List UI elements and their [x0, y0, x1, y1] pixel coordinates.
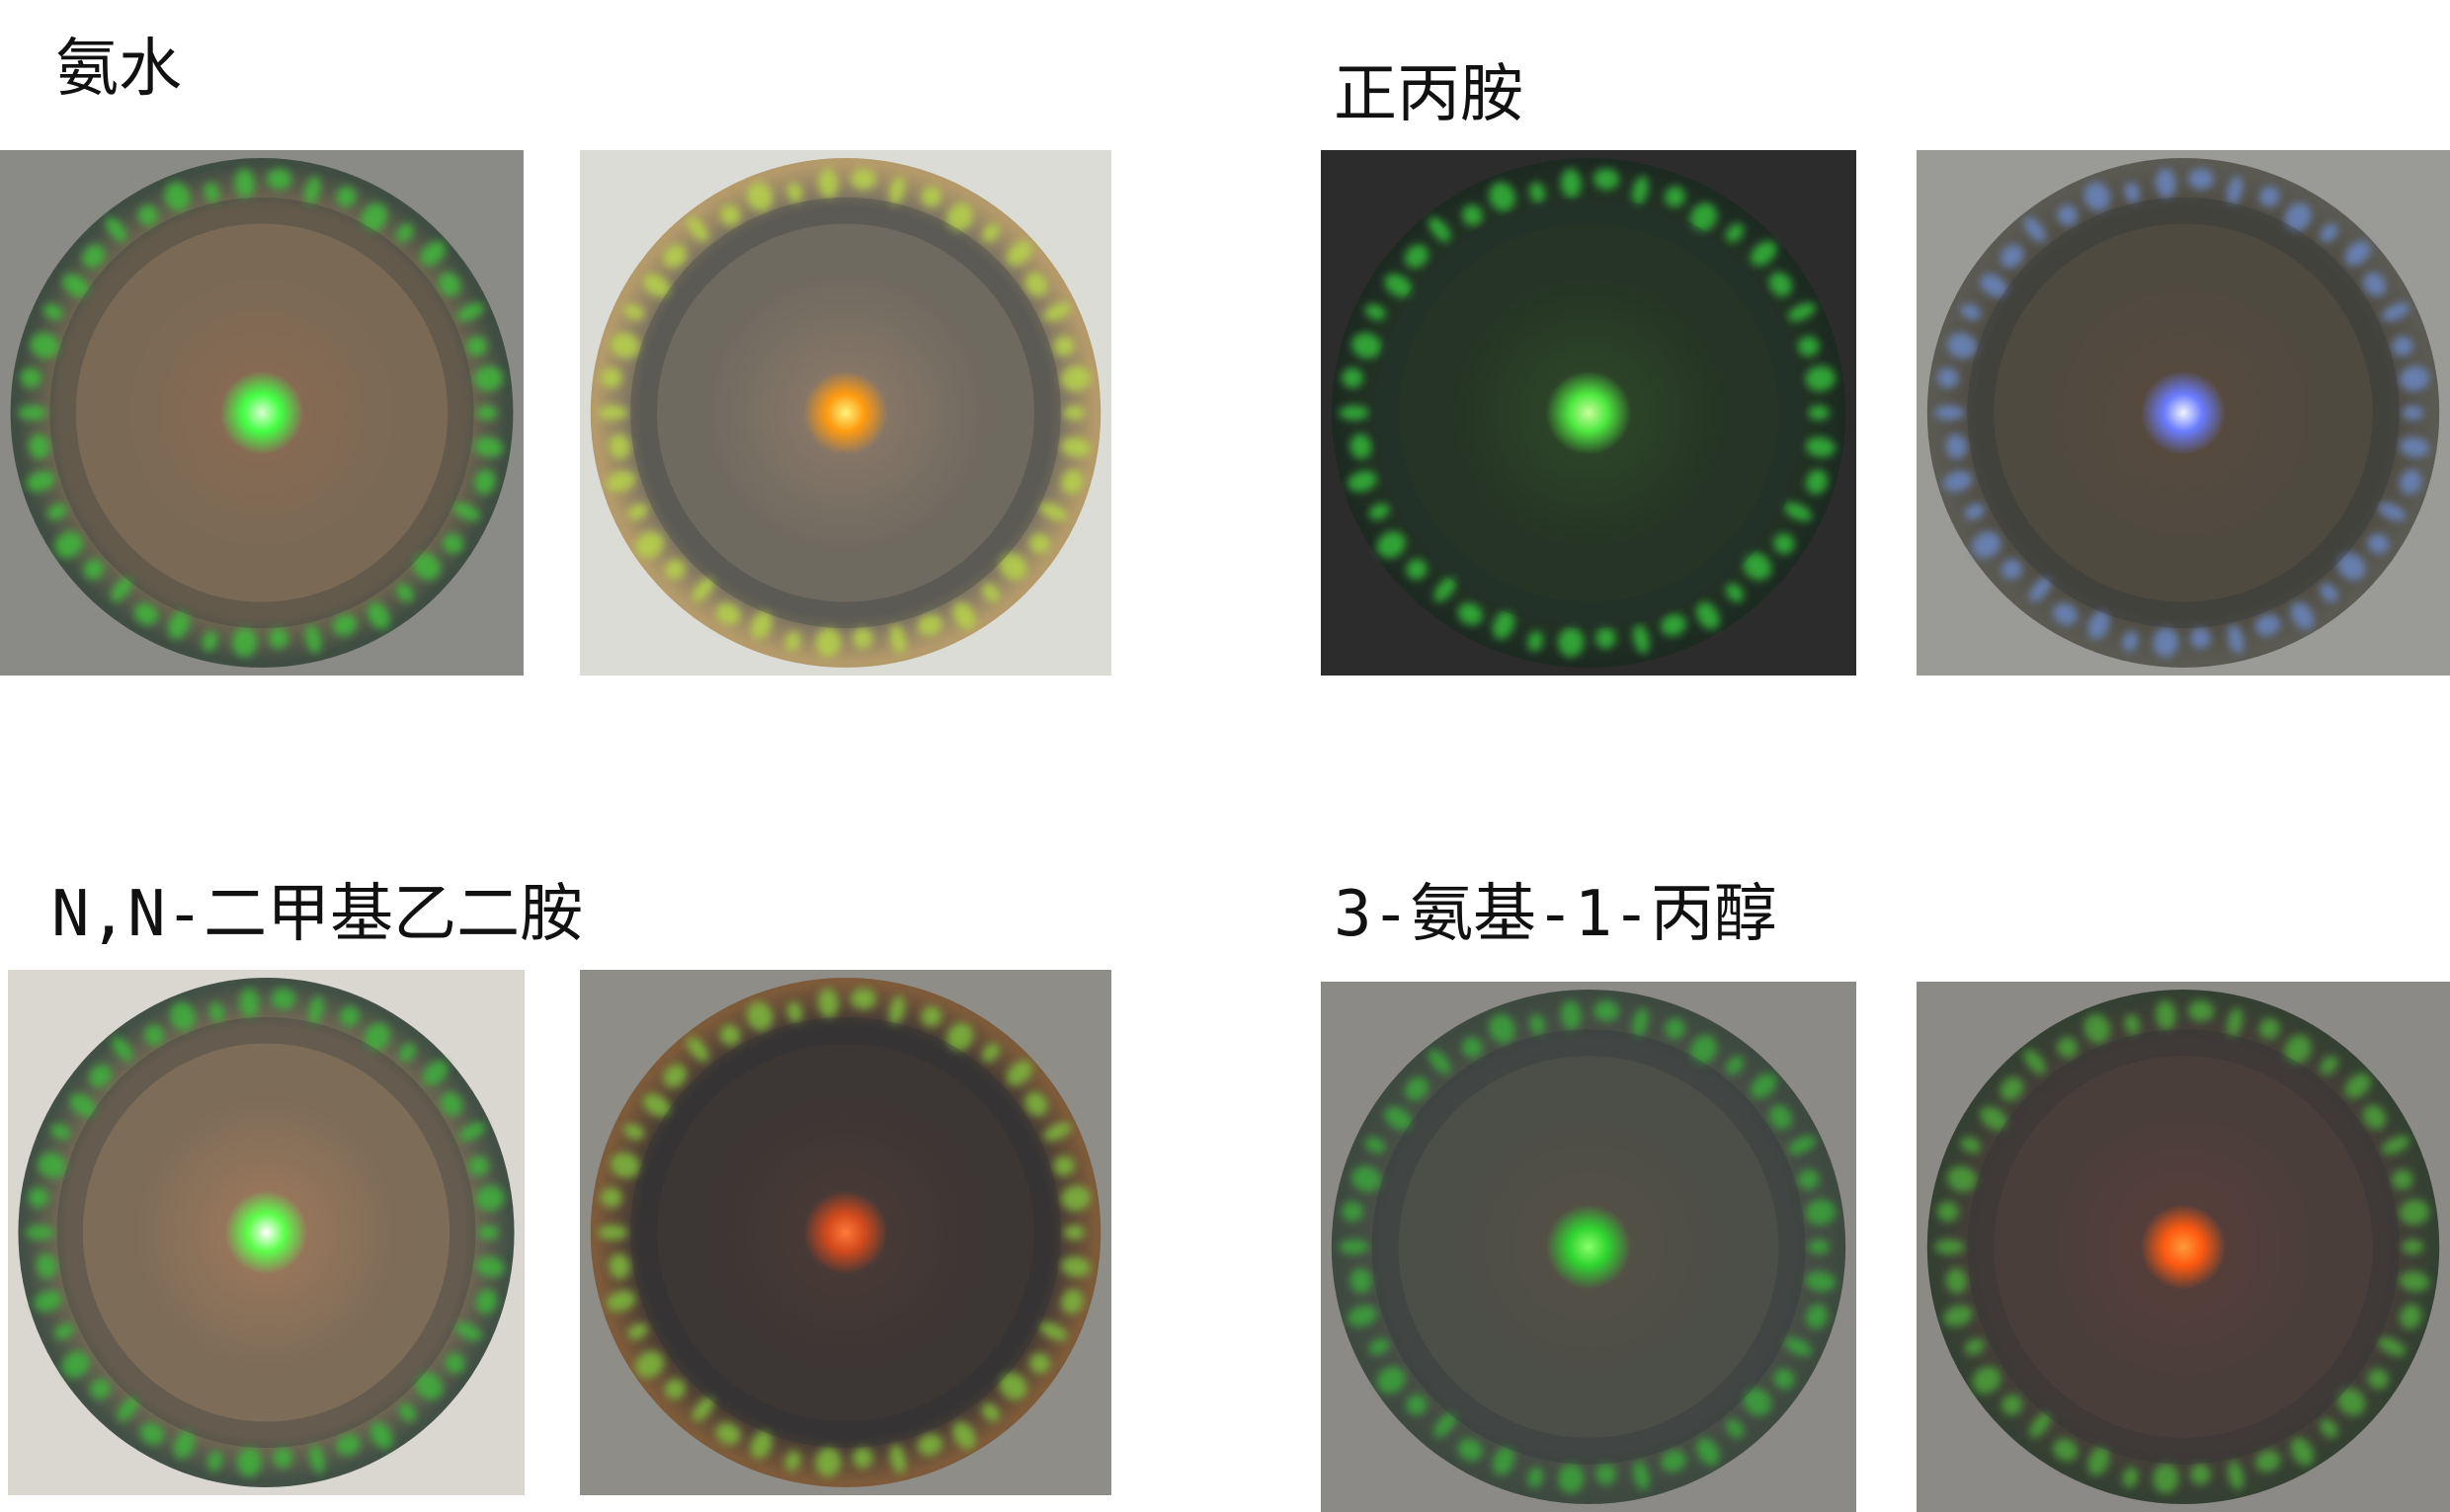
sample-drawing	[1917, 982, 2450, 1512]
sample-drawing	[580, 970, 1111, 1495]
sample-drawing	[8, 970, 525, 1495]
sample-image-dimethylethylenediamine-1	[8, 970, 525, 1495]
sample-drawing	[0, 150, 524, 676]
panel-label-dimethylethylenediamine: N,N-二甲基乙二胺	[51, 878, 584, 951]
sample-image-dimethylethylenediamine-2	[580, 970, 1111, 1495]
panel-label-3-amino-1-propanol: 3-氨基-1-丙醇	[1334, 878, 1777, 951]
sample-image-n-propylamine-2	[1917, 150, 2450, 676]
panel-label-n-propylamine: 正丙胺	[1334, 58, 1523, 131]
sample-drawing	[1321, 982, 1856, 1512]
sample-drawing	[1917, 150, 2450, 676]
sample-image-ammonia-2	[580, 150, 1111, 676]
sample-image-ammonia-1	[0, 150, 524, 676]
sample-image-3-amino-1-propanol-2	[1917, 982, 2450, 1512]
sample-drawing	[580, 150, 1111, 676]
sample-image-n-propylamine-1	[1321, 150, 1856, 676]
sample-image-3-amino-1-propanol-1	[1321, 982, 1856, 1512]
panel-label-ammonia: 氨水	[55, 33, 182, 106]
sample-drawing	[1321, 150, 1856, 676]
